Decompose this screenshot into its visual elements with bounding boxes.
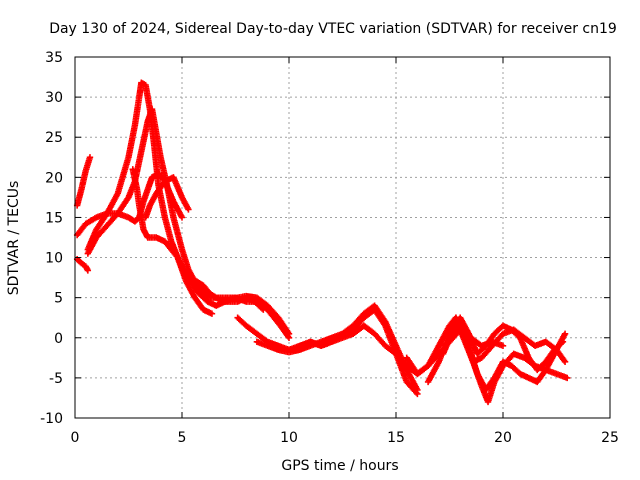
x-tick-label: 20 [494, 430, 512, 446]
y-tick-label: 0 [54, 331, 63, 347]
data-point [208, 310, 216, 317]
y-tick-label: -10 [40, 411, 63, 427]
data-point [561, 330, 569, 337]
series-arc-8 [168, 238, 267, 313]
y-tick-label: 25 [45, 130, 63, 146]
y-tick-label: 15 [45, 210, 63, 226]
x-axis-ticks: 0 5 10 15 20 25 [71, 57, 619, 446]
data-point [499, 342, 507, 349]
x-tick-label: 5 [178, 430, 187, 446]
chart-title: Day 130 of 2024, Sidereal Day-to-day VTE… [49, 21, 617, 37]
data-point [564, 374, 571, 382]
y-tick-label: 20 [45, 170, 63, 186]
x-axis-label: GPS time / hours [281, 458, 398, 474]
data-point [84, 267, 92, 274]
series-arc-7 [142, 174, 192, 221]
data-point [559, 338, 567, 345]
plot-frame [74, 56, 611, 419]
data-point [178, 214, 186, 221]
x-tick-label: 0 [71, 430, 80, 446]
y-tick-label: 10 [45, 251, 63, 267]
x-tick-label: 25 [601, 430, 619, 446]
y-axis-label: SDTVAR / TECUs [6, 181, 22, 296]
y-tick-label: 5 [54, 291, 63, 307]
series-arc-1 [73, 154, 94, 209]
series-arc-2 [73, 255, 92, 274]
data-point [561, 358, 569, 366]
x-tick-label: 15 [387, 430, 405, 446]
y-tick-label: -5 [49, 371, 63, 387]
data-point [185, 206, 192, 213]
y-tick-label: 35 [45, 50, 63, 66]
data-point [285, 334, 293, 341]
y-tick-label: 30 [45, 90, 63, 106]
data-point [414, 390, 421, 398]
series-arc-15 [448, 314, 567, 374]
data-point [258, 305, 266, 312]
y-axis-ticks: -10 -5 0 5 10 15 20 25 30 35 [40, 50, 610, 427]
data-points [73, 79, 571, 406]
x-tick-label: 10 [280, 430, 298, 446]
data-point [558, 339, 565, 347]
data-point [86, 154, 94, 161]
grid-lines [75, 57, 610, 418]
data-point [260, 306, 267, 313]
